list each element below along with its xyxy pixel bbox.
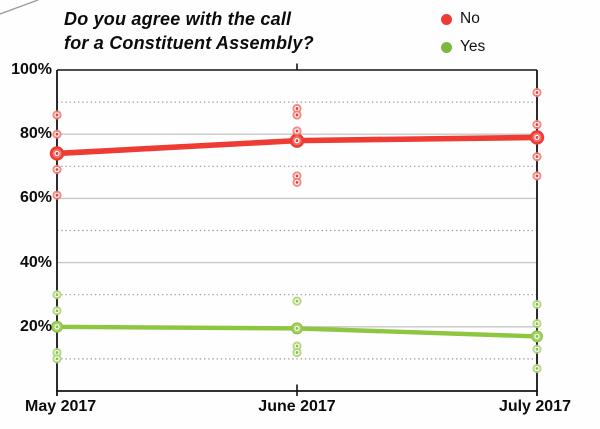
legend: No Yes <box>441 10 485 66</box>
legend-dot-yes-icon <box>441 41 452 53</box>
scatter-point-dot-yes <box>55 293 59 297</box>
scatter-point-dot-no <box>55 113 59 117</box>
scatter-point-dot-no <box>295 107 299 110</box>
scatter-point-dot-no <box>535 174 539 178</box>
scatter-point-dot-yes <box>535 347 539 351</box>
scatter-point-dot-no <box>55 168 59 171</box>
y-axis-label: 100% <box>11 61 52 78</box>
x-axis-label: June 2017 <box>258 398 336 415</box>
scatter-point-dot-yes <box>55 309 59 313</box>
scatter-point-dot-no <box>295 139 299 143</box>
scatter-point-dot-yes <box>55 351 59 354</box>
scatter-point-dot-yes <box>535 367 539 370</box>
x-axis-label: July 2017 <box>498 398 571 415</box>
scatter-point-dot-no <box>535 91 539 94</box>
corner-artifact <box>0 0 39 15</box>
chart-title-line1: Do you agree with the call <box>64 9 292 29</box>
scatter-point-dot-yes <box>55 325 59 329</box>
scatter-point-dot-no <box>295 129 299 133</box>
scatter-point-dot-no <box>55 193 59 197</box>
chart-title: Do you agree with the call for a Constit… <box>64 7 314 55</box>
scatter-point-dot-no <box>55 152 59 155</box>
scatter-point-dot-yes <box>295 299 299 303</box>
legend-dot-no-icon <box>441 13 452 25</box>
x-axis-label: May 2017 <box>25 398 97 415</box>
chart-title-line2: for a Constituent Assembly? <box>64 33 314 53</box>
legend-item-no: No <box>441 10 485 28</box>
scatter-point-dot-yes <box>295 351 299 354</box>
y-axis-label: 80% <box>19 125 52 143</box>
legend-label-yes: Yes <box>460 38 486 55</box>
y-axis-label: 60% <box>19 189 52 207</box>
legend-label-no: No <box>460 10 480 27</box>
y-axis-label: 20% <box>19 317 52 335</box>
scatter-point-dot-no <box>295 113 299 117</box>
scatter-point-dot-no <box>535 136 539 139</box>
scatter-point-dot-yes <box>535 335 539 338</box>
scatter-point-dot-yes <box>295 327 299 330</box>
scatter-point-dot-no <box>535 155 539 159</box>
y-axis-label: 40% <box>19 253 52 271</box>
scatter-point-dot-yes <box>295 344 299 348</box>
scatter-point-dot-no <box>295 180 299 184</box>
scatter-point-dot-yes <box>535 322 539 325</box>
legend-item-yes: Yes <box>441 38 485 56</box>
scatter-point-dot-no <box>55 132 59 136</box>
scatter-point-dot-no <box>295 174 299 178</box>
scatter-point-dot-yes <box>55 357 59 361</box>
scatter-point-dot-no <box>535 123 539 126</box>
scatter-point-dot-yes <box>535 302 539 306</box>
